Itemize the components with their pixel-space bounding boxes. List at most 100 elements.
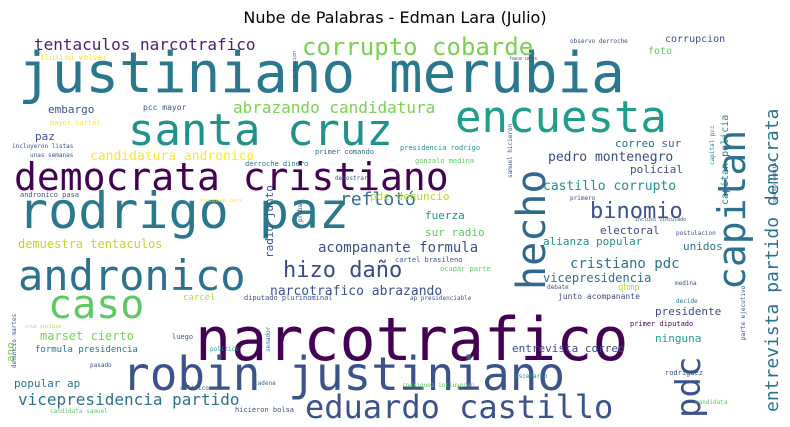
word-abrazando-candidatura: abrazando candidatura <box>233 98 435 117</box>
word-correo-sur: correo sur <box>615 137 682 150</box>
word-entrevista-partido-democrata: entrevista partido democrata <box>762 109 783 412</box>
word-encuesta: encuesta <box>455 92 667 143</box>
word-vicepresidencia-partido: vicepresidencia partido <box>18 390 240 409</box>
word-cartel-brasileno: cartel brasileno <box>395 256 462 264</box>
word-popular-ap: popular ap <box>14 377 80 390</box>
word-justiniano-merubia: justiniano merubia <box>18 41 625 106</box>
word-sur-radio: sur radio <box>425 226 485 239</box>
word-ocupar-parte: ocupar parte <box>440 265 491 273</box>
word-primer-diputado: primer diputado <box>630 320 693 328</box>
word-politico: politico <box>210 346 239 353</box>
word-castillo-corrupto: castillo corrupto <box>543 179 676 194</box>
word-capitan-policia: capitan policia <box>720 115 731 205</box>
word-pcc-mayor: pcc mayor <box>143 103 187 112</box>
word-candidata-samuel: candidata samuel <box>50 408 108 415</box>
word-rodriguez-incluyeron: rodriguez incluyeron <box>402 382 475 389</box>
word-samuel-hicieron: samuel hicieron <box>507 123 514 178</box>
word-intencion: intencion <box>292 51 298 78</box>
word-decide: decide <box>676 298 698 305</box>
word-vinculado-baca: vinculado baca <box>200 198 242 204</box>
word-junto-acompanante: junto acompanante <box>558 292 640 301</box>
word-vicepresidencia: vicepresidencia <box>543 271 651 285</box>
word-demostrar: demostrar <box>335 175 368 182</box>
word-rodrigo-paz: rodrigo paz <box>18 182 349 240</box>
word-luego: luego <box>172 333 193 341</box>
word-postulacion: postulacion <box>676 230 716 237</box>
word-parte-ejecutivo: parte ejecutivo <box>740 285 747 340</box>
word-embargo: embargo <box>48 103 94 116</box>
word-unidos: unidos <box>683 240 723 253</box>
word-rodriguez: rodriguez <box>665 369 703 377</box>
word-entrevista-correo: entrevista correo <box>512 342 625 355</box>
word-carcel: carcel <box>183 293 216 303</box>
word-radio-junto: radio junto <box>263 185 276 258</box>
word-ninguna: ninguna <box>655 332 701 345</box>
word-corrupcion: corrupcion <box>665 34 725 45</box>
word-caso: caso <box>48 282 144 328</box>
word-policial: policial <box>630 163 683 176</box>
word-ilusion-volver: ilusion volver <box>40 53 108 62</box>
word-cadena: cadena <box>254 380 276 387</box>
chart-title: Nube de Palabras - Edman Lara (Julio) <box>243 8 547 27</box>
word-tentaculos-narcotrafico: tentaculos narcotrafico <box>34 35 256 54</box>
word-cruz-incluso: cruz incluso <box>25 324 61 330</box>
word-diputado-plurinominal: diputado plurinominal <box>244 294 333 302</box>
word-unas-semanas: unas semanas <box>30 152 74 159</box>
word-primer-comando: primer comando <box>315 148 374 156</box>
word-hicieron-bolsa: hicieron bolsa <box>235 406 294 414</box>
word-fuerza: fuerza <box>425 209 465 222</box>
word-presidencia-rodrigo: presidencia rodrigo <box>400 144 480 152</box>
word-demuestra-tentaculos: demuestra tentaculos <box>18 237 163 251</box>
word-hizo-daño: hizo daño <box>283 258 402 283</box>
word-primero: primero <box>570 195 596 202</box>
word-reflot-: reflotó <box>340 189 416 210</box>
word-santa-cruz: santa cruz <box>128 105 393 156</box>
word-incluso-vinculado: incluso vinculado <box>635 217 686 223</box>
word-pdc-denuncio: pdc denuncio <box>370 190 449 203</box>
word-cristiano-pdc: cristiano pdc <box>570 256 680 272</box>
word-denuncio-martes: denuncio martes <box>11 313 18 368</box>
word-probar: probar <box>297 200 304 222</box>
word-incluyeron-listas: incluyeron listas <box>12 143 74 150</box>
word-andronico: andronico <box>18 251 246 300</box>
word-debate: debate <box>547 284 569 291</box>
word-pdc: pdc <box>669 357 709 418</box>
word-derroche-dinero: derroche dinero <box>245 160 308 168</box>
word-capitan: capitan <box>710 130 754 290</box>
word-mayor-cartel: mayor cartel <box>50 119 101 127</box>
word-hecho: hecho <box>509 170 555 290</box>
word-observo-derroche: observo derroche <box>570 38 628 45</box>
word-acompanante-formula: acompanante formula <box>318 240 478 256</box>
word-medina: medina <box>675 280 697 287</box>
word-electoral: electoral <box>600 224 660 237</box>
word-senador: senador <box>265 326 272 352</box>
word-gonzalo-medina: gonzalo medina <box>415 157 474 165</box>
word-narcotrafico-abrazando: narcotrafico abrazando <box>270 284 442 299</box>
word-andronico-pasa: andronico pasa <box>20 191 79 199</box>
word-califico: califico <box>180 385 209 392</box>
word-presidente: presidente <box>655 305 721 318</box>
word-alianza-popular: alianza popular <box>543 235 643 248</box>
word-narcotrafico: narcotrafico <box>195 305 628 375</box>
word-comando-capital: comando capital <box>772 160 778 205</box>
word-ano: ano <box>4 342 17 362</box>
word-pedro-montenegro: pedro montenegro <box>548 150 673 165</box>
word-binomio: binomio <box>590 199 683 224</box>
word-capital-pcc: capital pcc <box>709 125 716 165</box>
word-candidata: candidata <box>695 399 728 406</box>
word-hace-unas: hace unas <box>510 56 537 62</box>
word-candidatura-andronico: candidatura andronico <box>90 149 254 164</box>
word-escenario: escenario <box>515 373 548 380</box>
word-foto: foto <box>648 46 672 57</box>
word-paz: paz <box>35 130 55 143</box>
word-democrata-cristiano: democrata cristiano <box>14 155 449 199</box>
word-formula-presidencia: formula presidencia <box>35 345 138 355</box>
word-eduardo-castillo: eduardo castillo <box>305 388 613 426</box>
word-ap-presidenciable: ap presidenciable <box>410 295 472 302</box>
word-corrupto-cobarde: corrupto cobarde <box>302 33 533 61</box>
word-qhmp: qhmp <box>618 283 640 293</box>
word-marset-cierto: marset cierto <box>40 329 134 343</box>
word-robin-justiniano: robin justiniano <box>122 347 565 401</box>
word-pasado: pasado <box>90 362 112 369</box>
